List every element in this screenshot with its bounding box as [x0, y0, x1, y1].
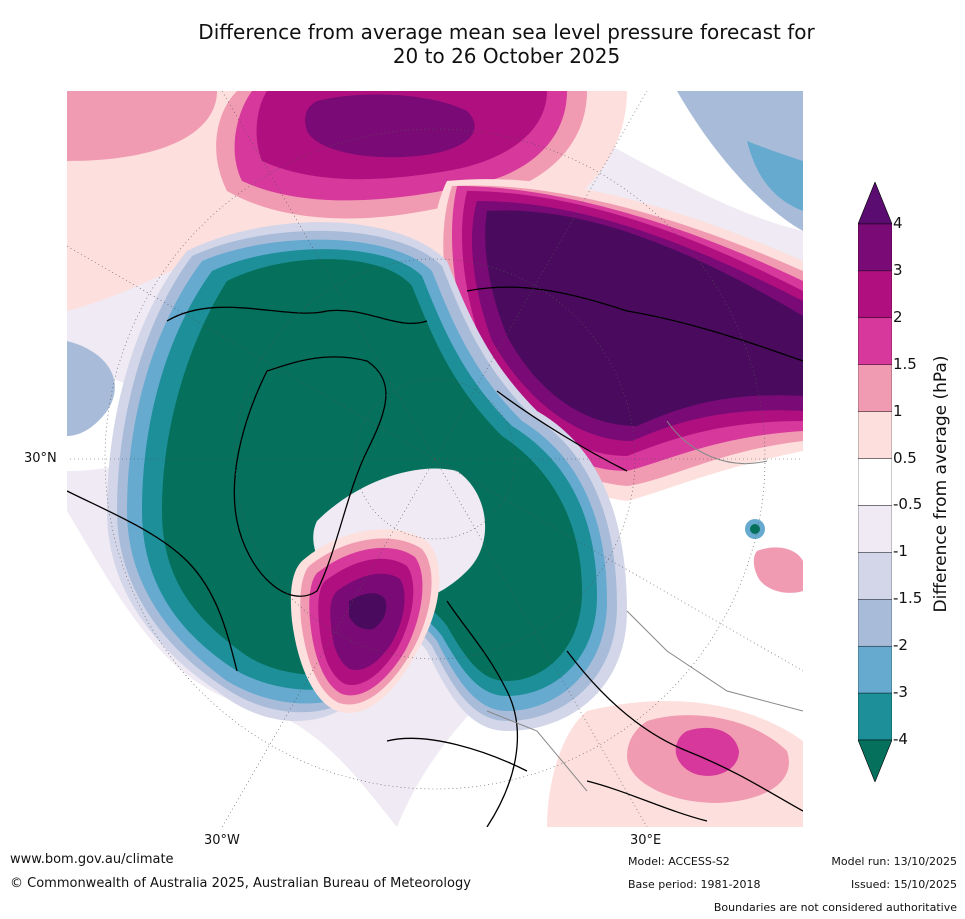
colorbar-band	[857, 270, 893, 319]
colorbar-title: Difference from average (hPa)	[931, 355, 951, 613]
colorbar-tick-label: -2	[893, 636, 908, 655]
colorbar-tick-label: -3	[893, 683, 908, 702]
colorbar-svg	[857, 181, 893, 783]
colorbar-tick-label: -1.5	[893, 589, 923, 608]
negative-region-northeast-2	[747, 141, 803, 211]
chart-title: Difference from average mean sea level p…	[0, 20, 965, 68]
website-link[interactable]: www.bom.gov.au/climate	[10, 852, 174, 867]
colorbar-band	[857, 411, 893, 459]
positive-region-east-small	[753, 547, 803, 593]
negative-region-west-edge	[67, 341, 115, 436]
colorbar-band	[857, 364, 893, 412]
lon-label-30e: 30°E	[630, 833, 662, 848]
base-period-text: Base period: 1981-2018	[628, 878, 761, 891]
colorbar-tick-label: -0.5	[893, 495, 923, 514]
negative-region-arctic-4	[162, 259, 582, 681]
colorbar-tick-label: 1.5	[893, 354, 917, 373]
coastlines	[67, 286, 803, 827]
boundaries-note: Boundaries are not considered authoritat…	[713, 901, 957, 914]
colorbar-tick-label: -1	[893, 542, 908, 561]
colorbar-band	[857, 223, 893, 272]
title-line-2: 20 to 26 October 2025	[392, 44, 621, 68]
colorbar-band	[857, 458, 893, 506]
colorbar-extend-top	[857, 181, 893, 225]
pressure-anomaly-map[interactable]	[67, 91, 803, 827]
colorbar-tick-label: 0.5	[893, 448, 917, 467]
map-svg	[67, 91, 803, 827]
colorbar	[857, 181, 893, 783]
positive-region-uk-4	[349, 593, 387, 630]
positive-region-north-3	[305, 94, 475, 158]
lon-label-30w: 30°W	[204, 833, 240, 848]
model-run-text: Model run: 13/10/2025	[831, 855, 957, 868]
positive-region-northwest-1	[67, 91, 217, 161]
colorbar-band	[857, 317, 893, 365]
colorbar-tick-label: 2	[893, 307, 903, 326]
issued-text: Issued: 15/10/2025	[850, 878, 957, 891]
borders	[486, 420, 803, 792]
colorbar-tick-label: -4	[893, 730, 908, 748]
positive-region-siberia-4	[485, 210, 803, 426]
model-text: Model: ACCESS-S2	[628, 855, 730, 868]
title-line-1: Difference from average mean sea level p…	[198, 20, 815, 44]
copyright-text: © Commonwealth of Australia 2025, Austra…	[10, 876, 471, 891]
graticule	[67, 91, 803, 827]
colorbar-band	[857, 599, 893, 647]
neutral-region-southwest	[67, 511, 397, 827]
positive-region-southeast-15	[675, 727, 739, 776]
colorbar-extend-bottom	[857, 739, 893, 783]
colorbar-tick-label: 3	[893, 260, 903, 279]
colorbar-tick-label: 4	[893, 214, 903, 232]
colorbar-band	[857, 552, 893, 600]
negative-region-northeast	[677, 91, 803, 231]
lat-label-30n: 30°N	[24, 451, 57, 466]
colorbar-band	[857, 692, 893, 741]
colorbar-band	[857, 645, 893, 694]
colorbar-band	[857, 505, 893, 553]
negative-spot-east-core	[750, 524, 760, 534]
colorbar-tick-label: 1	[893, 401, 903, 420]
